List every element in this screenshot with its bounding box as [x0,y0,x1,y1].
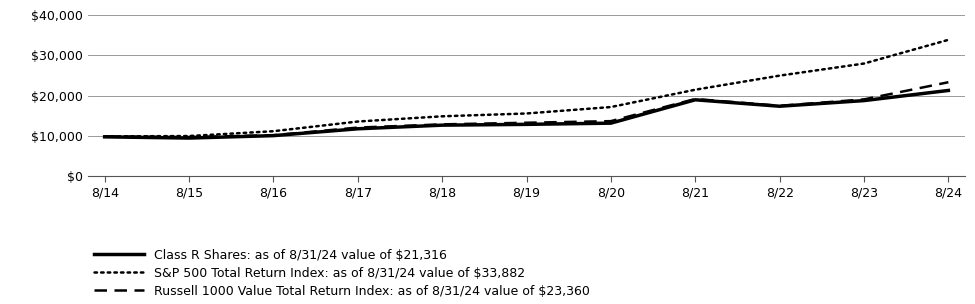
Russell 1000 Value Total Return Index: as of 8/31/24 value of $23,360: (8, 1.75e+04): as of 8/31/24 value of $23,360: (8, 1.75… [774,104,786,108]
S&P 500 Total Return Index: as of 8/31/24 value of $33,882: (0, 9.9e+03): as of 8/31/24 value of $33,882: (0, 9.9e… [98,135,110,138]
S&P 500 Total Return Index: as of 8/31/24 value of $33,882: (9, 2.8e+04): as of 8/31/24 value of $33,882: (9, 2.8e… [858,62,870,65]
Class R Shares: as of 8/31/24 value of $21,316: (2, 1.01e+04): as of 8/31/24 value of $21,316: (2, 1.01… [267,134,279,137]
S&P 500 Total Return Index: as of 8/31/24 value of $33,882: (8, 2.5e+04): as of 8/31/24 value of $33,882: (8, 2.5e… [774,74,786,78]
S&P 500 Total Return Index: as of 8/31/24 value of $33,882: (6, 1.72e+04): as of 8/31/24 value of $33,882: (6, 1.72… [605,105,617,109]
Russell 1000 Value Total Return Index: as of 8/31/24 value of $23,360: (1, 9.75e+03): as of 8/31/24 value of $23,360: (1, 9.75… [183,135,195,139]
S&P 500 Total Return Index: as of 8/31/24 value of $33,882: (10, 3.39e+04): as of 8/31/24 value of $33,882: (10, 3.3… [943,38,955,42]
Line: Class R Shares: as of 8/31/24 value of $21,316: Class R Shares: as of 8/31/24 value of $… [104,91,949,138]
S&P 500 Total Return Index: as of 8/31/24 value of $33,882: (1, 1e+04): as of 8/31/24 value of $33,882: (1, 1e+0… [183,134,195,138]
S&P 500 Total Return Index: as of 8/31/24 value of $33,882: (3, 1.36e+04): as of 8/31/24 value of $33,882: (3, 1.36… [352,120,364,123]
Russell 1000 Value Total Return Index: as of 8/31/24 value of $23,360: (3, 1.21e+04): as of 8/31/24 value of $23,360: (3, 1.21… [352,126,364,130]
Class R Shares: as of 8/31/24 value of $21,316: (7, 1.9e+04): as of 8/31/24 value of $21,316: (7, 1.9e… [689,98,701,102]
S&P 500 Total Return Index: as of 8/31/24 value of $33,882: (2, 1.12e+04): as of 8/31/24 value of $33,882: (2, 1.12… [267,130,279,133]
Russell 1000 Value Total Return Index: as of 8/31/24 value of $23,360: (0, 9.9e+03): as of 8/31/24 value of $23,360: (0, 9.9e… [98,135,110,138]
Class R Shares: as of 8/31/24 value of $21,316: (3, 1.18e+04): as of 8/31/24 value of $21,316: (3, 1.18… [352,127,364,131]
Russell 1000 Value Total Return Index: as of 8/31/24 value of $23,360: (9, 1.91e+04): as of 8/31/24 value of $23,360: (9, 1.91… [858,98,870,101]
S&P 500 Total Return Index: as of 8/31/24 value of $33,882: (5, 1.56e+04): as of 8/31/24 value of $33,882: (5, 1.56… [521,112,532,115]
Class R Shares: as of 8/31/24 value of $21,316: (4, 1.27e+04): as of 8/31/24 value of $21,316: (4, 1.27… [436,123,448,127]
Russell 1000 Value Total Return Index: as of 8/31/24 value of $23,360: (7, 1.92e+04): as of 8/31/24 value of $23,360: (7, 1.92… [689,97,701,101]
S&P 500 Total Return Index: as of 8/31/24 value of $33,882: (7, 2.15e+04): as of 8/31/24 value of $33,882: (7, 2.15… [689,88,701,92]
Class R Shares: as of 8/31/24 value of $21,316: (5, 1.29e+04): as of 8/31/24 value of $21,316: (5, 1.29… [521,123,532,126]
Line: S&P 500 Total Return Index: as of 8/31/24 value of $33,882: S&P 500 Total Return Index: as of 8/31/2… [104,40,949,136]
Russell 1000 Value Total Return Index: as of 8/31/24 value of $23,360: (10, 2.34e+04): as of 8/31/24 value of $23,360: (10, 2.3… [943,80,955,84]
Russell 1000 Value Total Return Index: as of 8/31/24 value of $23,360: (4, 1.29e+04): as of 8/31/24 value of $23,360: (4, 1.29… [436,123,448,126]
Class R Shares: as of 8/31/24 value of $21,316: (9, 1.88e+04): as of 8/31/24 value of $21,316: (9, 1.88… [858,99,870,102]
Class R Shares: as of 8/31/24 value of $21,316: (6, 1.32e+04): as of 8/31/24 value of $21,316: (6, 1.32… [605,121,617,125]
Legend: Class R Shares: as of 8/31/24 value of $21,316, S&P 500 Total Return Index: as o: Class R Shares: as of 8/31/24 value of $… [94,249,590,298]
Class R Shares: as of 8/31/24 value of $21,316: (1, 9.5e+03): as of 8/31/24 value of $21,316: (1, 9.5e… [183,136,195,140]
S&P 500 Total Return Index: as of 8/31/24 value of $33,882: (4, 1.49e+04): as of 8/31/24 value of $33,882: (4, 1.49… [436,115,448,118]
Class R Shares: as of 8/31/24 value of $21,316: (0, 9.8e+03): as of 8/31/24 value of $21,316: (0, 9.8e… [98,135,110,139]
Russell 1000 Value Total Return Index: as of 8/31/24 value of $23,360: (2, 1.02e+04): as of 8/31/24 value of $23,360: (2, 1.02… [267,133,279,137]
Line: Russell 1000 Value Total Return Index: as of 8/31/24 value of $23,360: Russell 1000 Value Total Return Index: a… [104,82,949,137]
Russell 1000 Value Total Return Index: as of 8/31/24 value of $23,360: (6, 1.37e+04): as of 8/31/24 value of $23,360: (6, 1.37… [605,119,617,123]
Russell 1000 Value Total Return Index: as of 8/31/24 value of $23,360: (5, 1.33e+04): as of 8/31/24 value of $23,360: (5, 1.33… [521,121,532,125]
Class R Shares: as of 8/31/24 value of $21,316: (8, 1.74e+04): as of 8/31/24 value of $21,316: (8, 1.74… [774,104,786,108]
Class R Shares: as of 8/31/24 value of $21,316: (10, 2.13e+04): as of 8/31/24 value of $21,316: (10, 2.1… [943,89,955,92]
